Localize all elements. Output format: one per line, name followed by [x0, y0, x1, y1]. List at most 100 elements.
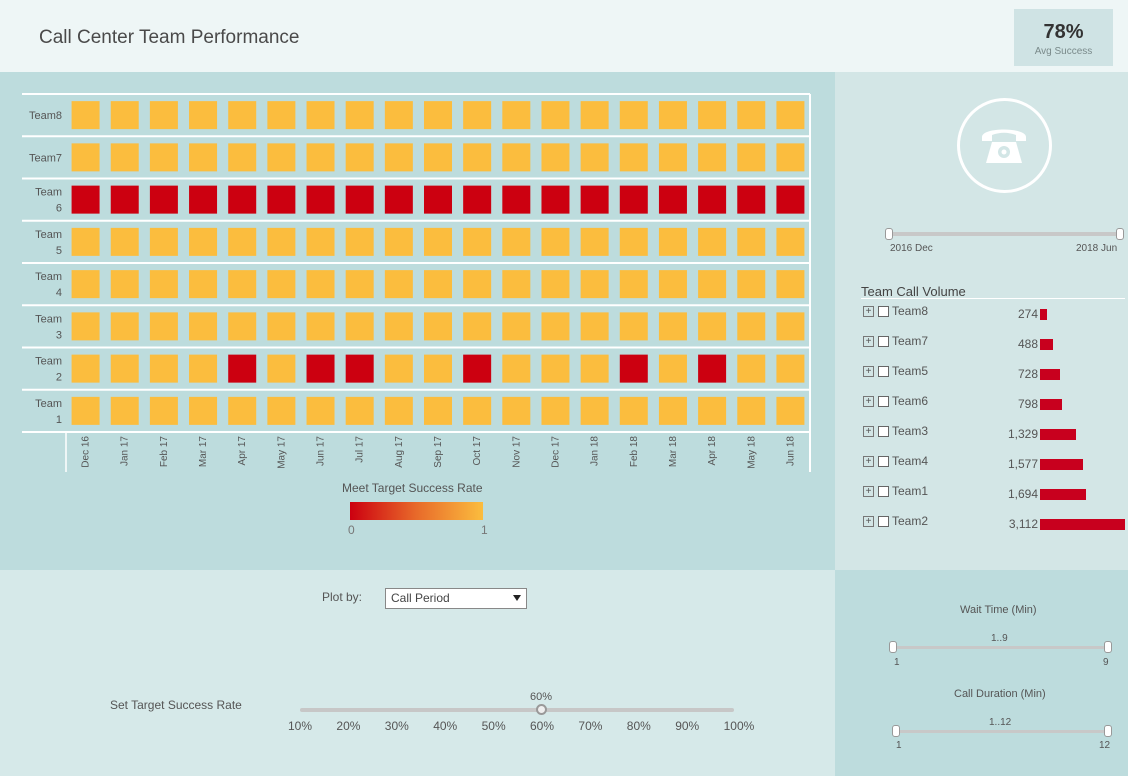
call-duration-track[interactable]: [896, 730, 1109, 733]
heatmap-cell[interactable]: [658, 354, 687, 383]
heatmap-cell[interactable]: [580, 270, 609, 299]
heatmap-cell[interactable]: [619, 396, 648, 425]
heatmap-cell[interactable]: [463, 354, 492, 383]
expand-icon[interactable]: +: [863, 336, 874, 347]
expand-icon[interactable]: +: [863, 456, 874, 467]
heatmap-cell[interactable]: [541, 227, 570, 256]
heatmap-cell[interactable]: [463, 270, 492, 299]
heatmap-cell[interactable]: [267, 101, 296, 130]
expand-icon[interactable]: +: [863, 366, 874, 377]
heatmap-cell[interactable]: [737, 312, 766, 341]
team-checkbox[interactable]: [878, 456, 889, 467]
heatmap-cell[interactable]: [776, 143, 805, 172]
heatmap-cell[interactable]: [541, 185, 570, 214]
heatmap-cell[interactable]: [228, 227, 257, 256]
heatmap-cell[interactable]: [698, 312, 727, 341]
team-checkbox[interactable]: [878, 486, 889, 497]
date-range-end-handle[interactable]: [1116, 228, 1124, 240]
heatmap-cell[interactable]: [619, 227, 648, 256]
call-duration-min-handle[interactable]: [892, 725, 900, 737]
heatmap-cell[interactable]: [502, 312, 531, 341]
heatmap-cell[interactable]: [658, 312, 687, 341]
heatmap-cell[interactable]: [149, 185, 178, 214]
heatmap-cell[interactable]: [737, 143, 766, 172]
heatmap-cell[interactable]: [189, 143, 218, 172]
heatmap-cell[interactable]: [658, 396, 687, 425]
heatmap-cell[interactable]: [502, 185, 531, 214]
heatmap-cell[interactable]: [384, 227, 413, 256]
heatmap-cell[interactable]: [619, 185, 648, 214]
heatmap-cell[interactable]: [149, 354, 178, 383]
heatmap-cell[interactable]: [228, 270, 257, 299]
heatmap-cell[interactable]: [228, 101, 257, 130]
heatmap-cell[interactable]: [71, 354, 100, 383]
heatmap-cell[interactable]: [149, 143, 178, 172]
heatmap-cell[interactable]: [110, 270, 139, 299]
heatmap-cell[interactable]: [189, 354, 218, 383]
heatmap-cell[interactable]: [189, 101, 218, 130]
heatmap-cell[interactable]: [345, 312, 374, 341]
heatmap-cell[interactable]: [384, 185, 413, 214]
heatmap-cell[interactable]: [658, 227, 687, 256]
heatmap-cell[interactable]: [149, 396, 178, 425]
heatmap-cell[interactable]: [228, 312, 257, 341]
heatmap-cell[interactable]: [776, 185, 805, 214]
heatmap-cell[interactable]: [463, 227, 492, 256]
wait-time-max-handle[interactable]: [1104, 641, 1112, 653]
heatmap-cell[interactable]: [580, 396, 609, 425]
call-volume-row[interactable]: + Team5 728: [863, 364, 1125, 384]
heatmap-cell[interactable]: [424, 101, 452, 130]
team-checkbox[interactable]: [878, 516, 889, 527]
heatmap-cell[interactable]: [580, 354, 609, 383]
heatmap-cell[interactable]: [698, 354, 727, 383]
heatmap-cell[interactable]: [71, 270, 100, 299]
heatmap-cell[interactable]: [698, 270, 727, 299]
heatmap-cell[interactable]: [541, 270, 570, 299]
heatmap-cell[interactable]: [424, 185, 452, 214]
heatmap-cell[interactable]: [502, 270, 531, 299]
heatmap-cell[interactable]: [149, 270, 178, 299]
heatmap-cell[interactable]: [228, 185, 257, 214]
heatmap-cell[interactable]: [658, 143, 687, 172]
heatmap-cell[interactable]: [424, 227, 452, 256]
heatmap-cell[interactable]: [424, 143, 452, 172]
heatmap-cell[interactable]: [463, 312, 492, 341]
heatmap-cell[interactable]: [463, 396, 492, 425]
heatmap-cell[interactable]: [424, 354, 452, 383]
heatmap-cell[interactable]: [698, 396, 727, 425]
expand-icon[interactable]: +: [863, 396, 874, 407]
heatmap-cell[interactable]: [267, 396, 296, 425]
heatmap-cell[interactable]: [424, 396, 452, 425]
heatmap-cell[interactable]: [267, 143, 296, 172]
heatmap-cell[interactable]: [698, 143, 727, 172]
heatmap-cell[interactable]: [776, 312, 805, 341]
heatmap-cell[interactable]: [502, 354, 531, 383]
heatmap-cell[interactable]: [619, 354, 648, 383]
heatmap-cell[interactable]: [737, 396, 766, 425]
heatmap-cell[interactable]: [345, 354, 374, 383]
heatmap-cell[interactable]: [737, 101, 766, 130]
heatmap-cell[interactable]: [345, 143, 374, 172]
heatmap-cell[interactable]: [619, 143, 648, 172]
heatmap-cell[interactable]: [71, 312, 100, 341]
heatmap-cell[interactable]: [306, 227, 335, 256]
team-checkbox[interactable]: [878, 396, 889, 407]
heatmap-cell[interactable]: [384, 354, 413, 383]
heatmap-cell[interactable]: [463, 101, 492, 130]
heatmap-cell[interactable]: [110, 227, 139, 256]
heatmap-cell[interactable]: [737, 270, 766, 299]
heatmap-cell[interactable]: [345, 101, 374, 130]
date-range-start-handle[interactable]: [885, 228, 893, 240]
call-volume-row[interactable]: + Team3 1,329: [863, 424, 1125, 444]
expand-icon[interactable]: +: [863, 486, 874, 497]
heatmap-cell[interactable]: [189, 396, 218, 425]
heatmap-cell[interactable]: [306, 354, 335, 383]
heatmap-cell[interactable]: [502, 143, 531, 172]
target-rate-track[interactable]: [300, 708, 734, 712]
heatmap-cell[interactable]: [71, 101, 100, 130]
heatmap-cell[interactable]: [267, 185, 296, 214]
heatmap-cell[interactable]: [541, 354, 570, 383]
heatmap-cell[interactable]: [619, 312, 648, 341]
heatmap-cell[interactable]: [776, 227, 805, 256]
call-volume-row[interactable]: + Team2 3,112: [863, 514, 1125, 534]
